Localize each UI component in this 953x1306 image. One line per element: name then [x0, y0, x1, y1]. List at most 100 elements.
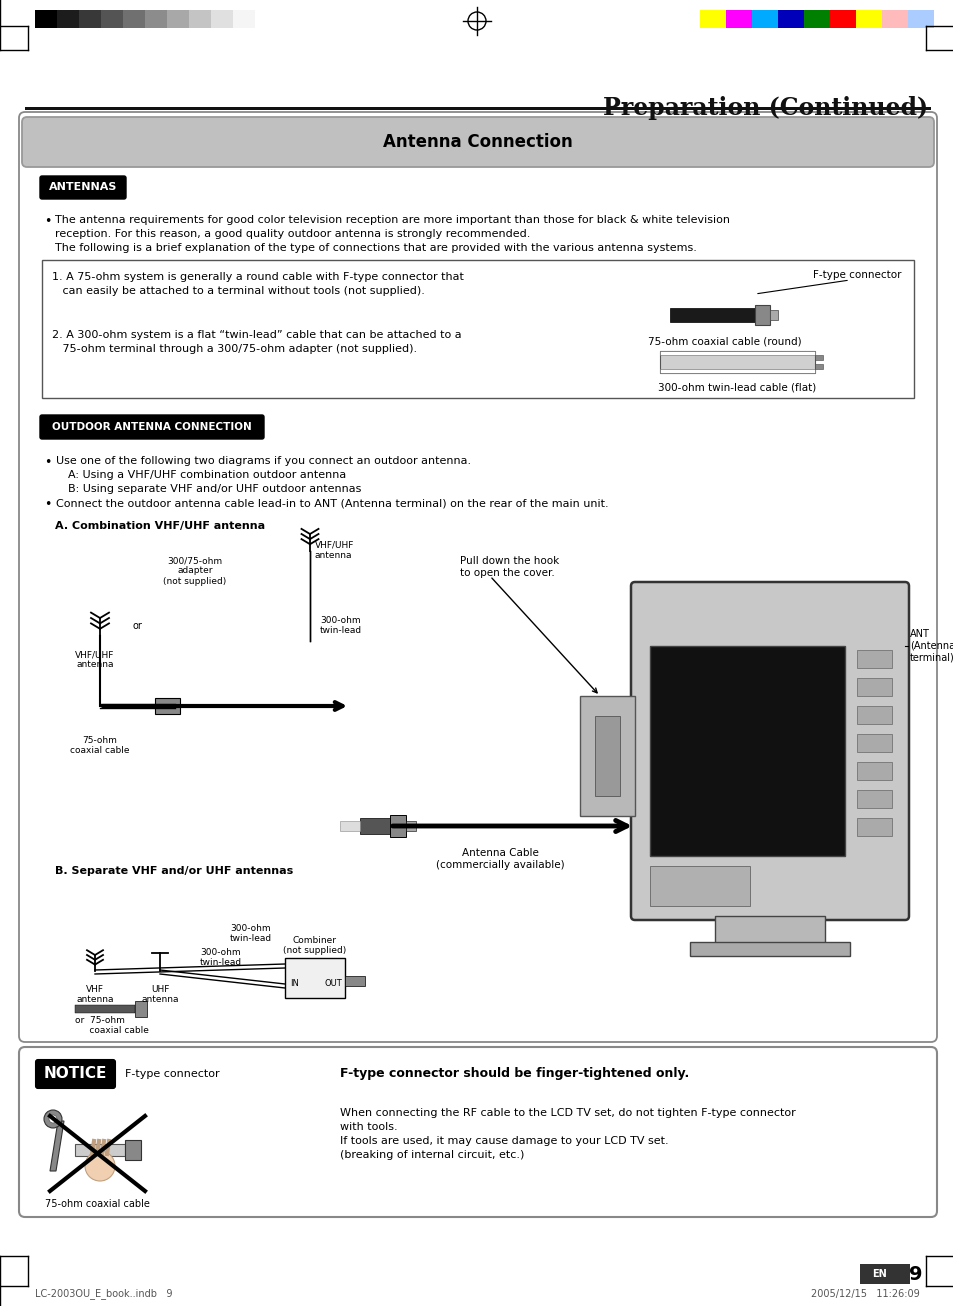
Text: 300-ohm
twin-lead: 300-ohm twin-lead	[200, 948, 242, 968]
Bar	[778, 10, 803, 27]
Text: A. Combination VHF/UHF antenna: A. Combination VHF/UHF antenna	[55, 521, 265, 532]
Circle shape	[49, 1115, 57, 1123]
Bar	[35, 10, 57, 27]
Bar	[856, 707, 891, 724]
Bar	[814, 364, 822, 370]
Bar	[42, 260, 913, 398]
FancyBboxPatch shape	[19, 112, 936, 1042]
Text: 300-ohm
twin-lead: 300-ohm twin-lead	[230, 925, 272, 943]
Text: UHF
antenna: UHF antenna	[141, 985, 178, 1004]
Bar	[135, 1000, 147, 1017]
Bar	[856, 818, 891, 836]
Bar	[882, 10, 907, 27]
Text: •: •	[44, 456, 51, 469]
Text: 75-ohm
coaxial cable: 75-ohm coaxial cable	[71, 737, 130, 755]
Bar	[856, 790, 891, 808]
Text: reception. For this reason, a good quality outdoor antenna is strongly recommend: reception. For this reason, a good quali…	[55, 229, 530, 239]
FancyBboxPatch shape	[40, 176, 126, 199]
Text: can easily be attached to a terminal without tools (not supplied).: can easily be attached to a terminal wit…	[52, 286, 424, 296]
Text: F-type connector: F-type connector	[813, 270, 901, 279]
Text: The antenna requirements for good color television reception are more important : The antenna requirements for good color …	[55, 215, 729, 225]
Text: OUTDOOR ANTENNA CONNECTION: OUTDOOR ANTENNA CONNECTION	[52, 422, 252, 432]
Text: 300-ohm twin-lead cable (flat): 300-ohm twin-lead cable (flat)	[658, 383, 816, 393]
Bar	[659, 351, 814, 355]
Bar	[125, 1140, 141, 1160]
Text: 300-ohm
twin-lead: 300-ohm twin-lead	[319, 616, 362, 636]
Bar	[856, 734, 891, 752]
Bar	[211, 10, 233, 27]
Bar	[25, 107, 930, 110]
Text: Antenna Cable
(commercially available): Antenna Cable (commercially available)	[436, 848, 564, 870]
Bar	[814, 355, 822, 360]
Text: OUT: OUT	[324, 978, 341, 987]
Bar	[859, 1264, 909, 1284]
Bar	[689, 942, 849, 956]
Text: B. Separate VHF and/or UHF antennas: B. Separate VHF and/or UHF antennas	[55, 866, 293, 876]
Text: Combiner
(not supplied): Combiner (not supplied)	[283, 935, 346, 955]
Bar	[339, 821, 359, 831]
Bar	[79, 10, 101, 27]
Bar	[803, 10, 829, 27]
Bar	[595, 716, 619, 795]
Text: 2005/12/15   11:26:09: 2005/12/15 11:26:09	[810, 1289, 919, 1299]
Text: VHF/UHF
antenna: VHF/UHF antenna	[75, 650, 114, 670]
Bar	[769, 310, 778, 320]
Bar	[754, 306, 769, 325]
Text: If tools are used, it may cause damage to your LCD TV set.: If tools are used, it may cause damage t…	[339, 1136, 668, 1145]
Bar	[714, 916, 824, 944]
Text: 2. A 300-ohm system is a flat “twin-lead” cable that can be attached to a: 2. A 300-ohm system is a flat “twin-lead…	[52, 330, 461, 340]
Text: LC-2003OU_E_book..indb   9: LC-2003OU_E_book..indb 9	[35, 1289, 172, 1299]
Circle shape	[44, 1110, 62, 1128]
Bar	[406, 821, 416, 831]
Text: VHF
antenna: VHF antenna	[76, 985, 113, 1004]
Text: or: or	[132, 620, 143, 631]
FancyBboxPatch shape	[40, 415, 264, 439]
Bar	[829, 10, 855, 27]
Bar	[75, 1006, 135, 1013]
Text: A: Using a VHF/UHF combination outdoor antenna: A: Using a VHF/UHF combination outdoor a…	[68, 470, 346, 481]
Text: B: Using separate VHF and/or UHF outdoor antennas: B: Using separate VHF and/or UHF outdoor…	[68, 485, 361, 494]
Bar	[123, 10, 145, 27]
Text: Use one of the following two diagrams if you connect an outdoor antenna.: Use one of the following two diagrams if…	[56, 456, 471, 466]
Bar	[101, 10, 123, 27]
Bar	[856, 761, 891, 780]
Bar	[751, 10, 778, 27]
Text: with tools.: with tools.	[339, 1122, 397, 1132]
Circle shape	[85, 1151, 115, 1181]
FancyBboxPatch shape	[36, 1060, 115, 1088]
Text: •: •	[44, 215, 51, 229]
Text: Connect the outdoor antenna cable lead-in to ANT (Antenna terminal) on the rear : Connect the outdoor antenna cable lead-i…	[56, 498, 608, 508]
Bar	[359, 818, 390, 835]
Text: When connecting the RF cable to the LCD TV set, do not tighten F-type connector: When connecting the RF cable to the LCD …	[339, 1107, 795, 1118]
Bar	[167, 10, 189, 27]
Bar	[855, 10, 882, 27]
Text: 9: 9	[908, 1264, 922, 1284]
Text: Preparation (Continued): Preparation (Continued)	[602, 97, 927, 120]
FancyBboxPatch shape	[19, 1047, 936, 1217]
Text: or  75-ohm
     coaxial cable: or 75-ohm coaxial cable	[75, 1016, 149, 1036]
Bar	[579, 696, 635, 816]
Text: NOTICE: NOTICE	[44, 1067, 107, 1081]
Text: 75-ohm coaxial cable (round): 75-ohm coaxial cable (round)	[647, 337, 801, 347]
Bar	[659, 370, 814, 374]
Bar	[345, 976, 365, 986]
FancyBboxPatch shape	[630, 582, 908, 919]
FancyBboxPatch shape	[22, 118, 933, 167]
Text: Antenna Connection: Antenna Connection	[383, 133, 572, 151]
Text: The following is a brief explanation of the type of connections that are provide: The following is a brief explanation of …	[55, 243, 696, 253]
Text: VHF/UHF
antenna: VHF/UHF antenna	[314, 541, 354, 560]
Bar	[649, 866, 749, 906]
Text: ANT
(Antenna
terminal): ANT (Antenna terminal)	[909, 629, 953, 662]
Bar	[75, 1144, 125, 1156]
Text: 75-ohm terminal through a 300/75-ohm adapter (not supplied).: 75-ohm terminal through a 300/75-ohm ada…	[52, 343, 416, 354]
Bar	[725, 10, 751, 27]
Bar	[700, 10, 725, 27]
Text: EN: EN	[871, 1269, 886, 1279]
Bar	[189, 10, 211, 27]
Text: 300/75-ohm
adapter
(not supplied): 300/75-ohm adapter (not supplied)	[163, 556, 227, 586]
Text: IN: IN	[291, 978, 299, 987]
Bar	[907, 10, 933, 27]
Bar	[669, 308, 754, 323]
Bar	[233, 10, 254, 27]
Text: Pull down the hook
to open the cover.: Pull down the hook to open the cover.	[459, 556, 558, 577]
